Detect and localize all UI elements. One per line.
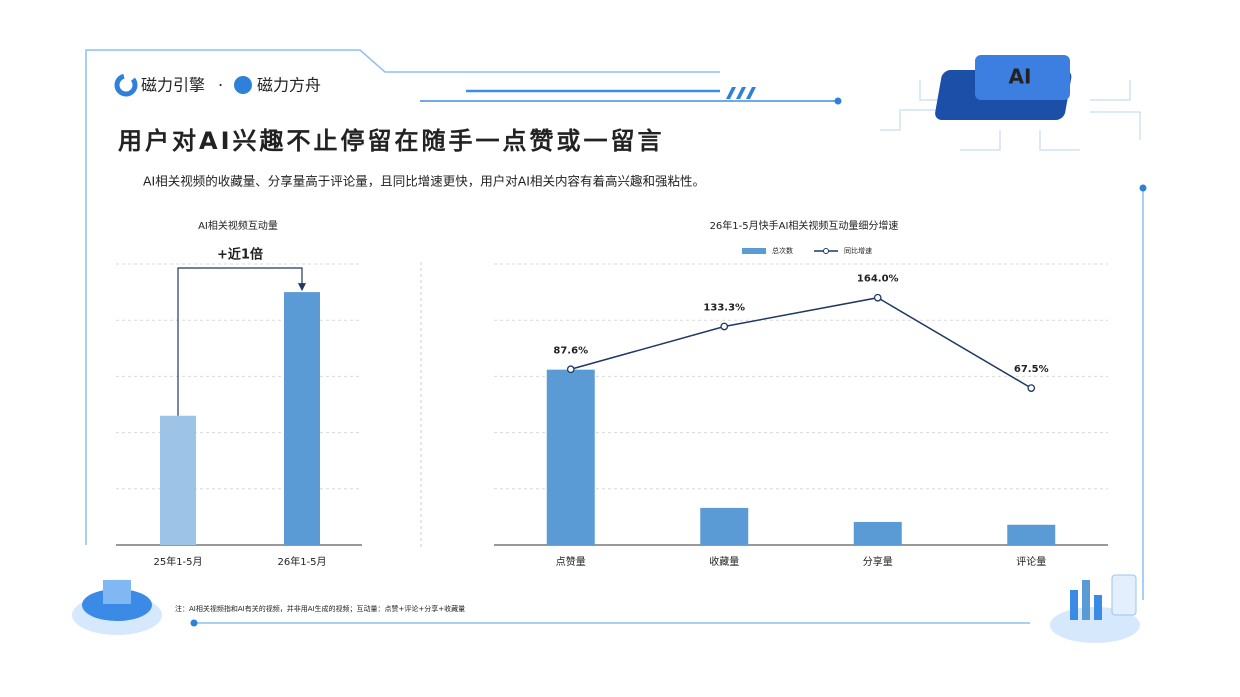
legend-swatch xyxy=(742,248,766,254)
x-tick-label: 26年1-5月 xyxy=(277,555,326,568)
slide-subtitle: AI相关视频的收藏量、分享量高于评论量，且同比增速更快，用户对AI相关内容有着高… xyxy=(143,174,705,189)
bar xyxy=(284,292,320,545)
decor-right xyxy=(1050,574,1140,643)
line-point xyxy=(566,365,575,374)
annotation-bracket xyxy=(177,267,303,416)
x-tick-label: 点赞量 xyxy=(556,555,586,568)
chip-label: AI xyxy=(1009,65,1032,89)
brand: 磁力方舟 xyxy=(257,76,321,95)
frame xyxy=(85,49,1144,624)
ai-chip: AI xyxy=(880,55,1141,151)
data-label: 133.3% xyxy=(703,302,745,313)
bar xyxy=(853,521,902,545)
x-tick-label: 收藏量 xyxy=(709,555,739,568)
logo-icon xyxy=(114,73,138,97)
x-tick-label: 分享量 xyxy=(863,555,893,568)
legend-label: 总次数 xyxy=(772,246,793,255)
decor-left xyxy=(72,580,162,635)
line-point xyxy=(1027,384,1036,392)
x-tick-label: 25年1-5月 xyxy=(153,555,202,568)
footnote: 注：AI相关视频指和AI有关的视频，并非用AI生成的视频；互动量：点赞+评论+分… xyxy=(175,604,465,613)
chart-title: 26年1-5月快手AI相关视频互动量细分增速 xyxy=(710,219,899,232)
bar xyxy=(546,369,595,545)
legend-label: 同比增速 xyxy=(844,246,872,255)
data-label: 67.5% xyxy=(1014,364,1049,375)
legend-swatch xyxy=(823,248,829,254)
data-label: 87.6% xyxy=(553,345,588,356)
slide-title: 用户对AI兴趣不止停留在随手一点赞或一留言 xyxy=(118,127,665,155)
logo-icon xyxy=(234,76,252,94)
bar xyxy=(1007,524,1056,545)
x-tick-label: 评论量 xyxy=(1016,555,1046,568)
chart-title: AI相关视频互动量 xyxy=(198,219,278,232)
data-label: 164.0% xyxy=(857,274,899,285)
brand: 磁力引擎 xyxy=(141,76,205,95)
line xyxy=(570,296,1032,389)
bar xyxy=(160,415,196,545)
brand-separator: · xyxy=(218,76,223,95)
line-point xyxy=(873,293,882,302)
annotation-arrow xyxy=(298,283,306,292)
line-point xyxy=(720,322,729,331)
bar xyxy=(700,507,749,545)
frame-dots xyxy=(190,87,1147,627)
annotation: +近1倍 xyxy=(217,247,263,263)
